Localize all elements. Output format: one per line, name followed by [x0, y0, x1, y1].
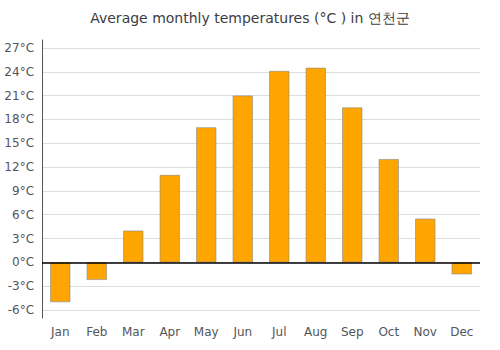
- svg-text:Jul: Jul: [271, 325, 286, 339]
- svg-text:Aug: Aug: [304, 325, 327, 339]
- svg-text:21°C: 21°C: [4, 89, 34, 103]
- svg-text:12°C: 12°C: [4, 160, 34, 174]
- svg-text:Sep: Sep: [341, 325, 364, 339]
- svg-text:24°C: 24°C: [4, 65, 34, 79]
- svg-text:27°C: 27°C: [4, 41, 34, 55]
- svg-text:-6°C: -6°C: [8, 303, 34, 317]
- svg-text:-3°C: -3°C: [8, 279, 34, 293]
- svg-text:Apr: Apr: [159, 325, 180, 339]
- svg-text:0°C: 0°C: [12, 255, 34, 269]
- svg-text:15°C: 15°C: [4, 136, 34, 150]
- svg-text:Dec: Dec: [450, 325, 473, 339]
- svg-text:Feb: Feb: [86, 325, 107, 339]
- svg-text:18°C: 18°C: [4, 112, 34, 126]
- svg-text:Oct: Oct: [378, 325, 399, 339]
- svg-text:Average monthly temperatures (: Average monthly temperatures (°C ) in 연천…: [90, 10, 410, 26]
- svg-text:3°C: 3°C: [12, 232, 34, 246]
- svg-text:May: May: [194, 325, 219, 339]
- svg-text:9°C: 9°C: [12, 184, 34, 198]
- svg-text:Jun: Jun: [232, 325, 252, 339]
- svg-text:6°C: 6°C: [12, 208, 34, 222]
- svg-text:Mar: Mar: [122, 325, 145, 339]
- svg-text:Jan: Jan: [50, 325, 70, 339]
- svg-text:Nov: Nov: [414, 325, 437, 339]
